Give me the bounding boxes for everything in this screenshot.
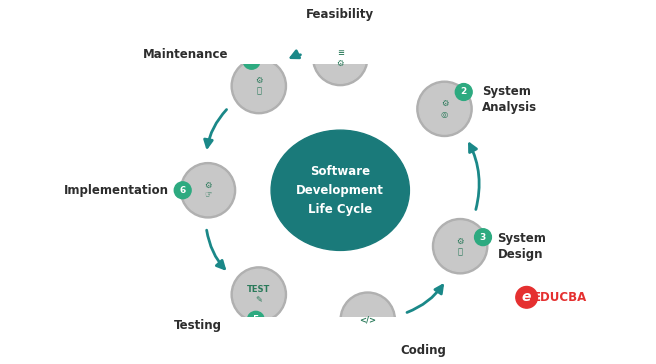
Circle shape bbox=[435, 221, 485, 272]
Text: 1: 1 bbox=[354, 32, 360, 41]
Text: Feasibility: Feasibility bbox=[306, 8, 375, 21]
Text: 5: 5 bbox=[253, 315, 259, 324]
Circle shape bbox=[234, 61, 284, 111]
Circle shape bbox=[432, 218, 488, 274]
Circle shape bbox=[455, 84, 472, 100]
Text: ⚙
☞: ⚙ ☞ bbox=[204, 181, 212, 200]
Circle shape bbox=[312, 30, 368, 86]
Text: System
Analysis: System Analysis bbox=[482, 85, 537, 114]
Text: TEST
✎: TEST ✎ bbox=[247, 285, 270, 304]
Circle shape bbox=[419, 84, 470, 134]
Circle shape bbox=[315, 33, 365, 83]
Circle shape bbox=[180, 163, 236, 218]
Text: Maintenance: Maintenance bbox=[143, 48, 229, 61]
Circle shape bbox=[243, 52, 260, 69]
Text: ⚙
◎: ⚙ ◎ bbox=[441, 99, 448, 119]
Text: ≡
⚙: ≡ ⚙ bbox=[337, 48, 344, 68]
Text: 6: 6 bbox=[180, 186, 186, 195]
Text: ⚙
🖥: ⚙ 🖥 bbox=[255, 76, 262, 96]
Circle shape bbox=[174, 182, 191, 199]
Circle shape bbox=[474, 229, 491, 246]
Circle shape bbox=[342, 294, 393, 345]
Circle shape bbox=[231, 267, 287, 322]
Circle shape bbox=[348, 28, 365, 46]
Text: 4: 4 bbox=[382, 333, 389, 342]
Text: Software
Development
Life Cycle: Software Development Life Cycle bbox=[297, 165, 384, 216]
Circle shape bbox=[247, 311, 264, 328]
Text: 2: 2 bbox=[461, 87, 467, 96]
Text: EDUCBA: EDUCBA bbox=[533, 291, 587, 304]
Circle shape bbox=[340, 292, 396, 347]
Circle shape bbox=[377, 329, 394, 346]
Circle shape bbox=[231, 58, 287, 114]
Text: Coding: Coding bbox=[401, 344, 447, 357]
Circle shape bbox=[234, 269, 284, 320]
Circle shape bbox=[417, 81, 472, 136]
Circle shape bbox=[516, 286, 537, 308]
Text: 3: 3 bbox=[480, 233, 486, 242]
Circle shape bbox=[183, 165, 234, 215]
Text: Implementation: Implementation bbox=[64, 184, 169, 197]
Text: Testing: Testing bbox=[174, 319, 222, 332]
Ellipse shape bbox=[271, 130, 409, 250]
Text: ⚙
🔧: ⚙ 🔧 bbox=[457, 237, 464, 256]
Text: System
Design: System Design bbox=[497, 232, 546, 261]
Text: e: e bbox=[522, 290, 531, 304]
Text: </>: </> bbox=[359, 315, 377, 324]
Text: 7: 7 bbox=[249, 56, 255, 65]
